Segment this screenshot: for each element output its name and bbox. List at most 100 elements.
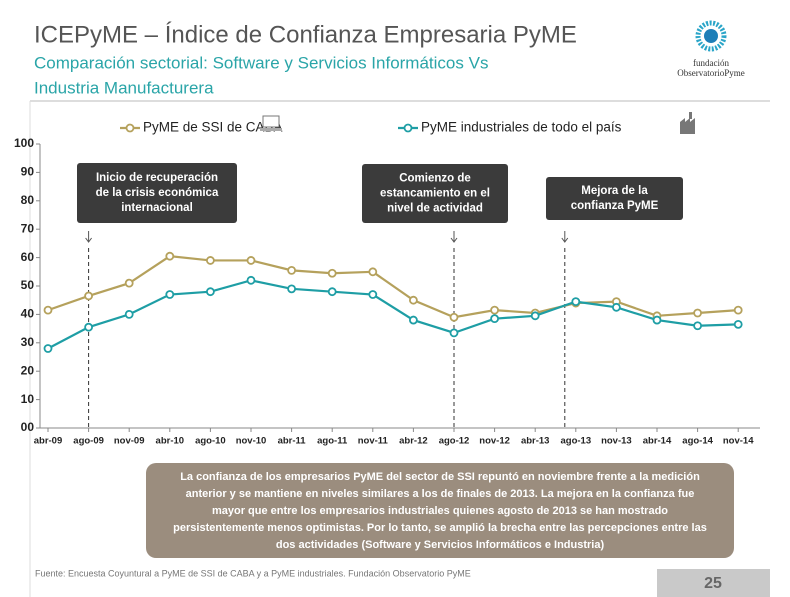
point (408, 315, 418, 325)
logo: fundación ObservatorioPyme (677, 20, 745, 78)
point (84, 322, 93, 332)
annotation-arrow (85, 231, 92, 243)
legend-marker (125, 123, 135, 133)
annotation-text: Inicio de recuperación (96, 172, 218, 184)
annotation-arrow (450, 231, 458, 243)
annotation-text: confianza PyME (571, 200, 659, 212)
annotation-text: estancamiento en el (380, 188, 490, 200)
x-tick-label: ago-14 (682, 436, 713, 447)
x-tick-label: abr-09 (34, 436, 63, 447)
point (571, 297, 581, 307)
annotation-text: Comienzo de (399, 173, 471, 185)
point (733, 305, 743, 315)
point (205, 256, 215, 265)
point (490, 314, 500, 324)
annotation-text: internacional (121, 202, 193, 214)
point (327, 268, 337, 278)
x-tick-label: nov-12 (479, 436, 510, 447)
point (165, 251, 175, 261)
series-line (47, 279, 739, 350)
x-tick-label: abr-12 (399, 436, 428, 447)
annotation-text: nivel de actividad (387, 203, 483, 215)
y-tick-label: 80 (21, 193, 35, 207)
y-tick-label: 30 (21, 335, 35, 349)
point (368, 267, 378, 277)
slide-subtitle: Comparación sectorial: Software y Servic… (34, 53, 488, 72)
point (530, 311, 540, 321)
y-tick-label: 60 (21, 250, 35, 264)
point (246, 275, 256, 285)
point (165, 290, 175, 299)
note-text: La confianza de los empresarios PyME del… (180, 471, 700, 483)
point (449, 328, 459, 338)
legend-label: PyME industriales de todo el país (421, 120, 622, 135)
x-tick-label: ago-11 (317, 436, 348, 447)
x-tick-label: abr-14 (643, 436, 672, 447)
y-tick-label: 70 (21, 221, 35, 235)
point (124, 278, 134, 288)
slide-title: ICEPyME – Índice de Confianza Empresaria… (34, 21, 577, 48)
legend-icon (680, 112, 695, 134)
point (287, 284, 297, 294)
x-tick-label: nov-09 (114, 436, 145, 447)
legend-icon (260, 128, 282, 131)
y-tick-label: 50 (21, 278, 35, 292)
y-tick-label: 90 (21, 165, 35, 179)
point (449, 312, 459, 322)
note-text: mayor que entre los empresarios industri… (212, 505, 668, 517)
note-text: dos actividades (Software y Servicios In… (276, 539, 605, 551)
annotation-box (362, 164, 508, 223)
x-tick-label: ago-13 (560, 436, 591, 447)
slide-subtitle: Industria Manufacturera (34, 78, 214, 97)
point (246, 256, 256, 265)
point (205, 287, 215, 297)
point (124, 309, 134, 319)
y-tick-label: 10 (21, 392, 35, 406)
legend-marker (403, 123, 413, 133)
series-line (47, 255, 739, 319)
point (408, 295, 418, 305)
annotation-arrow (561, 231, 569, 243)
x-tick-label: nov-10 (236, 436, 267, 447)
logo-text: fundación (693, 58, 729, 68)
annotation-box (546, 177, 683, 220)
point (693, 321, 702, 331)
page-number-box (657, 569, 770, 597)
x-tick-label: nov-13 (601, 436, 632, 447)
point (612, 302, 621, 312)
annotation-text: de la crisis económica (96, 187, 219, 199)
legend-label: PyME de SSI de CABA (143, 120, 283, 135)
note-box (146, 463, 734, 558)
x-tick-label: ago-12 (439, 436, 470, 447)
point (327, 287, 337, 297)
note-text: persistentemente menos optimistas. Por l… (173, 522, 707, 534)
y-tick-label: 100 (14, 136, 34, 150)
point (84, 291, 93, 301)
x-tick-label: abr-10 (156, 436, 185, 447)
logo-ring (695, 20, 727, 52)
legend-icon (262, 115, 280, 128)
y-tick-label: 40 (21, 307, 35, 321)
annotation-box (77, 163, 237, 223)
point (43, 344, 53, 353)
logo-core (704, 29, 718, 43)
point (733, 319, 743, 329)
y-tick-label: 20 (21, 363, 35, 377)
x-tick-label: abr-13 (521, 436, 550, 447)
x-tick-label: abr-11 (278, 436, 307, 447)
y-tick-label: 00 (21, 420, 35, 434)
point (43, 305, 53, 315)
x-tick-label: nov-14 (723, 436, 754, 447)
point (652, 315, 662, 325)
x-tick-label: ago-10 (195, 436, 226, 447)
x-tick-label: ago-09 (73, 436, 104, 447)
logo-text: ObservatorioPyme (677, 68, 745, 78)
source: Fuente: Encuesta Coyuntural a PyME de SS… (35, 568, 471, 578)
note-text: anterior y se mantiene en niveles simila… (186, 488, 695, 500)
point (693, 308, 702, 318)
point (490, 305, 500, 315)
point (287, 265, 297, 275)
page-number: 25 (704, 575, 722, 592)
annotation-text: Mejora de la (581, 185, 648, 197)
